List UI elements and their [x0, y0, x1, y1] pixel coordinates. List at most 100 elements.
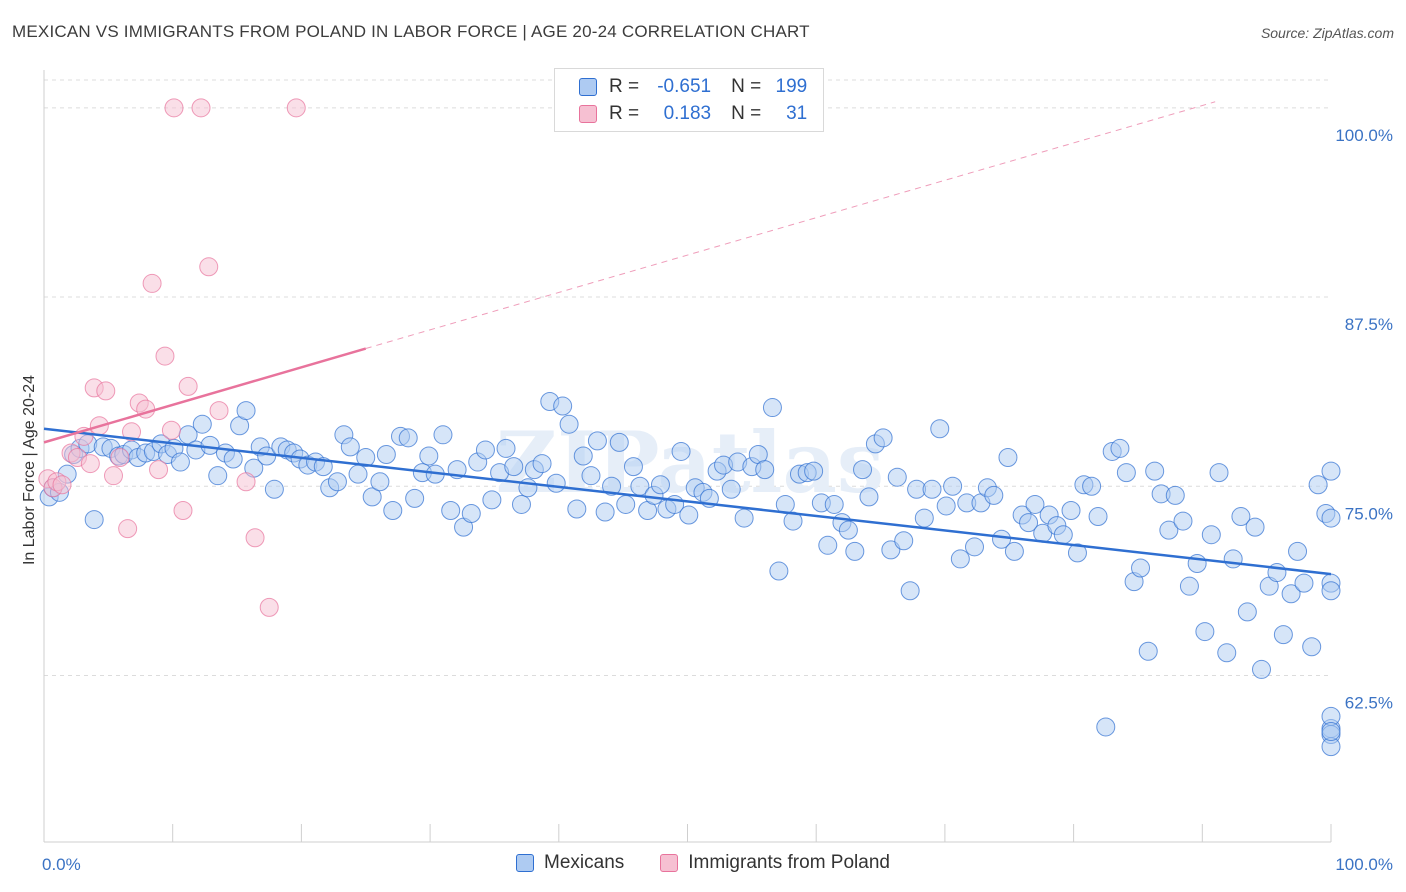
y-tick-label: 87.5%	[1345, 315, 1393, 334]
point-mexicans	[873, 428, 893, 448]
point-mexicans	[762, 398, 782, 418]
point-mexicans	[313, 457, 333, 477]
point-poland	[52, 475, 72, 495]
point-mexicans	[1288, 541, 1308, 561]
point-mexicans	[504, 457, 524, 477]
point-mexicans	[1308, 475, 1328, 495]
point-mexicans	[818, 535, 838, 555]
point-mexicans	[734, 508, 754, 528]
point-mexicans	[769, 561, 789, 581]
point-mexicans	[650, 475, 670, 495]
point-mexicans	[721, 479, 741, 499]
point-mexicans	[1281, 584, 1301, 604]
point-mexicans	[482, 490, 502, 510]
legend-n-value: 199	[775, 76, 808, 97]
point-mexicans	[1321, 508, 1341, 528]
point-mexicans	[824, 494, 844, 514]
legend-label-mexicans: Mexicans	[544, 852, 625, 873]
point-mexicans	[859, 487, 879, 507]
point-mexicans	[1165, 485, 1185, 505]
point-poland	[173, 500, 193, 520]
point-mexicans	[461, 504, 481, 524]
legend-n-label: N =	[731, 76, 762, 97]
point-mexicans	[1237, 602, 1257, 622]
point-mexicans	[1217, 643, 1237, 663]
point-mexicans	[1053, 525, 1073, 545]
point-mexicans	[845, 541, 865, 561]
point-mexicans	[1173, 511, 1193, 531]
point-mexicans	[1302, 637, 1322, 657]
point-mexicans	[546, 473, 566, 493]
point-mexicans	[894, 531, 914, 551]
point-mexicans	[1209, 463, 1229, 483]
point-poland	[80, 454, 100, 474]
point-mexicans	[1195, 622, 1215, 642]
legend-swatch-blue	[579, 78, 597, 96]
chart-title: MEXICAN VS IMMIGRANTS FROM POLAND IN LAB…	[12, 22, 810, 41]
point-mexicans	[1321, 581, 1341, 601]
point-mexicans	[838, 520, 858, 540]
point-poland	[236, 472, 256, 492]
point-mexicans	[532, 454, 552, 474]
point-poland	[209, 401, 229, 421]
legend-r-value: 0.183	[663, 103, 712, 124]
trend-extension-poland	[365, 101, 1216, 350]
point-mexicans	[192, 414, 212, 434]
legend-item-poland: Immigrants from Poland	[660, 852, 890, 874]
legend-swatch-blue	[516, 854, 535, 872]
point-mexicans	[943, 476, 963, 496]
point-mexicans	[264, 479, 284, 499]
point-mexicans	[383, 500, 403, 520]
point-mexicans	[405, 488, 425, 508]
point-poland	[96, 381, 116, 401]
point-mexicans	[433, 425, 453, 445]
point-mexicans	[340, 437, 360, 457]
point-mexicans	[1179, 576, 1199, 596]
point-poland	[245, 528, 265, 548]
point-poland	[191, 98, 211, 118]
point-mexicans	[1082, 476, 1102, 496]
point-mexicans	[348, 464, 368, 484]
point-mexicans	[1096, 717, 1116, 737]
point-mexicans	[984, 485, 1004, 505]
series-legend: Mexicans Immigrants from Poland	[0, 852, 1406, 874]
point-mexicans	[679, 505, 699, 525]
point-mexicans	[1321, 721, 1341, 741]
correlation-legend: R = -0.651 N = 199 R = 0.183 N = 31	[554, 68, 824, 132]
point-mexicans	[441, 500, 461, 520]
point-mexicans	[1067, 543, 1087, 563]
point-mexicans	[1116, 463, 1136, 483]
legend-r-label: R =	[609, 76, 640, 97]
point-poland	[164, 98, 184, 118]
axes	[43, 70, 1332, 843]
point-mexicans	[1223, 549, 1243, 569]
point-poland	[155, 346, 175, 366]
trend-lines	[43, 101, 1332, 576]
point-mexicans	[1019, 513, 1039, 533]
point-mexicans	[602, 476, 622, 496]
point-mexicans	[965, 537, 985, 557]
point-mexicans	[170, 452, 190, 472]
point-mexicans	[475, 440, 495, 460]
point-poland	[118, 519, 138, 539]
y-tick-label: 100.0%	[1335, 126, 1393, 145]
point-mexicans	[1138, 641, 1158, 661]
point-mexicans	[1294, 573, 1314, 593]
y-tick-label: 62.5%	[1345, 693, 1393, 712]
point-mexicans	[1004, 541, 1024, 561]
trend-line-mexicans	[43, 427, 1332, 576]
point-mexicans	[853, 460, 873, 480]
source-credit: Source: ZipAtlas.com	[1260, 25, 1394, 41]
point-poland	[199, 257, 219, 277]
legend-row-mexicans: R = -0.651 N = 199	[579, 74, 807, 100]
trend-line-poland	[43, 347, 367, 444]
point-mexicans	[223, 449, 243, 469]
point-mexicans	[623, 457, 643, 477]
point-poland	[286, 98, 306, 118]
point-mexicans	[1025, 494, 1045, 514]
point-poland	[122, 422, 142, 442]
point-mexicans	[398, 428, 418, 448]
legend-row-poland: R = 0.183 N = 31	[579, 101, 807, 127]
legend-n-label: N =	[731, 103, 762, 124]
